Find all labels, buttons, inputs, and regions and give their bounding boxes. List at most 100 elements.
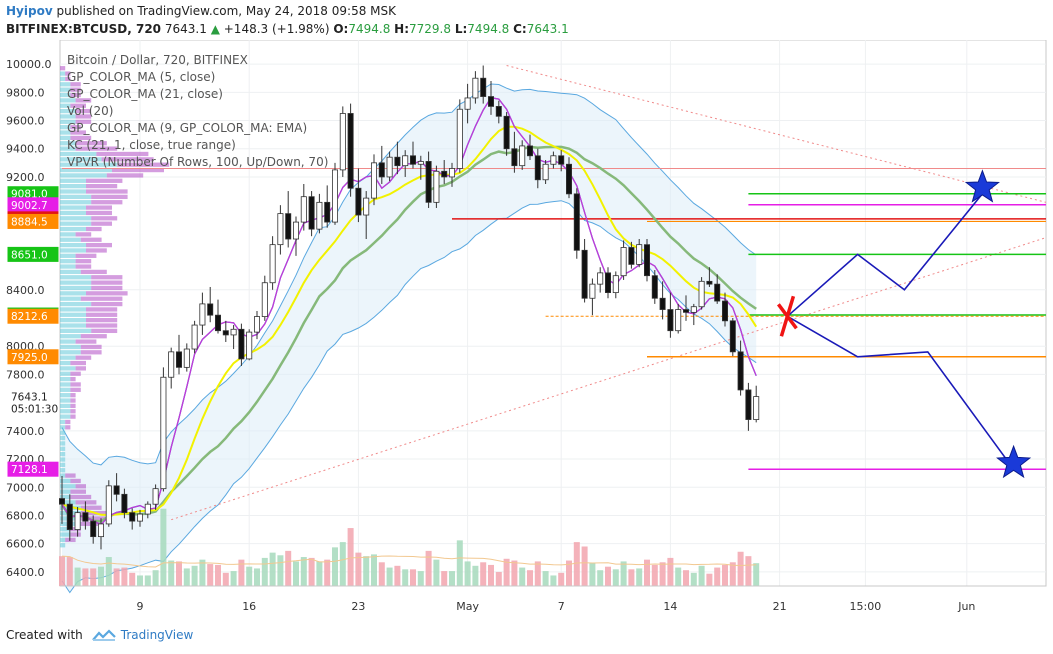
volume-bar bbox=[612, 569, 619, 586]
vpvr-down-bar bbox=[112, 167, 164, 173]
price-badge bbox=[7, 349, 59, 365]
vpvr-up-bar bbox=[60, 173, 107, 178]
price-chart[interactable]: 10000.09800.09600.09400.09200.08400.0800… bbox=[0, 40, 1053, 620]
x-tick-label: 23 bbox=[351, 600, 365, 613]
vpvr-up-bar bbox=[60, 414, 71, 419]
volume-bar bbox=[605, 566, 611, 586]
candle-body bbox=[745, 389, 752, 420]
vpvr-up-bar bbox=[60, 264, 76, 269]
candle-body bbox=[706, 280, 713, 285]
vpvr-up-bar bbox=[60, 237, 81, 242]
vpvr-down-bar bbox=[70, 360, 86, 366]
vpvr-down-bar bbox=[91, 275, 123, 280]
vpvr-down-bar bbox=[86, 242, 112, 248]
vpvr-down-bar bbox=[65, 537, 76, 543]
vpvr-up-bar bbox=[60, 409, 71, 414]
vpvr-down-bar bbox=[75, 355, 92, 360]
candle-body bbox=[175, 351, 182, 368]
vpvr-up-bar bbox=[60, 92, 71, 98]
vpvr-up-bar bbox=[60, 157, 102, 162]
close-label: C: bbox=[513, 22, 527, 36]
volume-bar bbox=[706, 573, 713, 586]
candle-body bbox=[183, 348, 190, 368]
vpvr-down-bar bbox=[91, 216, 118, 221]
candle-body bbox=[199, 303, 206, 326]
vpvr-up-bar bbox=[60, 285, 92, 291]
vpvr-down-bar bbox=[75, 108, 92, 114]
candle-body bbox=[534, 155, 541, 181]
vpvr-up-bar bbox=[60, 98, 76, 103]
vpvr-up-bar bbox=[60, 382, 71, 387]
y-tick-label: 6600.0 bbox=[6, 538, 45, 551]
vpvr-down-bar bbox=[86, 189, 128, 194]
candle-body bbox=[737, 351, 744, 391]
y-tick-label: 9600.0 bbox=[6, 115, 45, 128]
price-badge bbox=[7, 461, 59, 477]
x-tick-label: May bbox=[456, 600, 479, 613]
candle-body bbox=[667, 309, 674, 332]
volume-bar bbox=[386, 567, 393, 586]
candle-body bbox=[558, 155, 565, 165]
volume-bar bbox=[425, 550, 432, 586]
candle-body bbox=[612, 275, 619, 294]
vpvr-up-bar bbox=[60, 162, 118, 167]
high-label: H: bbox=[394, 22, 410, 36]
cross-marker bbox=[777, 295, 798, 337]
vpvr-down-bar bbox=[86, 318, 118, 323]
vpvr-up-bar bbox=[60, 146, 76, 151]
volume-bar bbox=[277, 555, 284, 586]
volume-bar bbox=[745, 556, 752, 586]
vpvr-down-bar bbox=[75, 484, 86, 489]
vpvr-up-bar bbox=[60, 189, 86, 194]
volume-bar bbox=[324, 559, 331, 586]
author-link[interactable]: Hyipov bbox=[6, 4, 53, 18]
vpvr-down-bar bbox=[65, 76, 71, 82]
price-badge-label: 8884.5 bbox=[11, 216, 48, 228]
vpvr-up-bar bbox=[60, 184, 86, 189]
candle-body bbox=[207, 303, 214, 316]
target-star bbox=[996, 444, 1032, 479]
vpvr-up-bar bbox=[60, 253, 76, 258]
vpvr-down-bar bbox=[70, 403, 76, 409]
candle-body bbox=[113, 485, 120, 495]
vpvr-down-bar bbox=[65, 425, 71, 430]
legend-entry: Vol (20) bbox=[67, 104, 113, 118]
vpvr-down-bar bbox=[75, 232, 92, 237]
volume-bar bbox=[293, 561, 299, 586]
forecast-line bbox=[787, 315, 1015, 470]
vpvr-up-bar bbox=[60, 200, 92, 205]
vpvr-up-bar bbox=[60, 210, 86, 216]
price-badge-label: 7925.0 bbox=[11, 352, 48, 364]
volume-bar bbox=[519, 567, 526, 586]
candle-body bbox=[386, 156, 393, 178]
vpvr-up-bar bbox=[60, 543, 66, 548]
candle-body bbox=[722, 300, 729, 322]
volume-bar bbox=[98, 566, 104, 586]
tradingview-link[interactable]: TradingView bbox=[120, 628, 194, 642]
vpvr-up-bar bbox=[60, 242, 86, 248]
candle-body bbox=[152, 488, 159, 505]
vpvr-up-bar bbox=[60, 76, 66, 82]
vpvr-down-bar bbox=[70, 393, 76, 398]
candle-body bbox=[168, 351, 175, 378]
volume-bar bbox=[191, 565, 198, 586]
open-label: O: bbox=[333, 22, 349, 36]
y-tick-label: 7000.0 bbox=[6, 481, 45, 494]
vpvr-up-bar bbox=[60, 494, 71, 500]
candle-body bbox=[269, 244, 276, 284]
low-value: 7494.8 bbox=[467, 22, 510, 36]
chart-area[interactable]: 10000.0 9800.0 9600.0 9400.0 9200.0 8400.0 800… bbox=[0, 40, 1053, 620]
vpvr-down-bar bbox=[70, 414, 76, 419]
candle-body bbox=[589, 283, 596, 299]
volume-bar bbox=[207, 564, 214, 586]
vpvr-up-bar bbox=[60, 360, 71, 366]
candle-body bbox=[394, 156, 401, 167]
volume-bar bbox=[644, 559, 650, 586]
volume-bar bbox=[347, 528, 354, 586]
volume-bar bbox=[199, 559, 206, 586]
vpvr-down-bar bbox=[86, 312, 118, 317]
volume-bar bbox=[410, 569, 416, 586]
volume-bar bbox=[690, 572, 697, 586]
candle-body bbox=[402, 155, 409, 167]
vpvr-up-bar bbox=[60, 307, 86, 312]
